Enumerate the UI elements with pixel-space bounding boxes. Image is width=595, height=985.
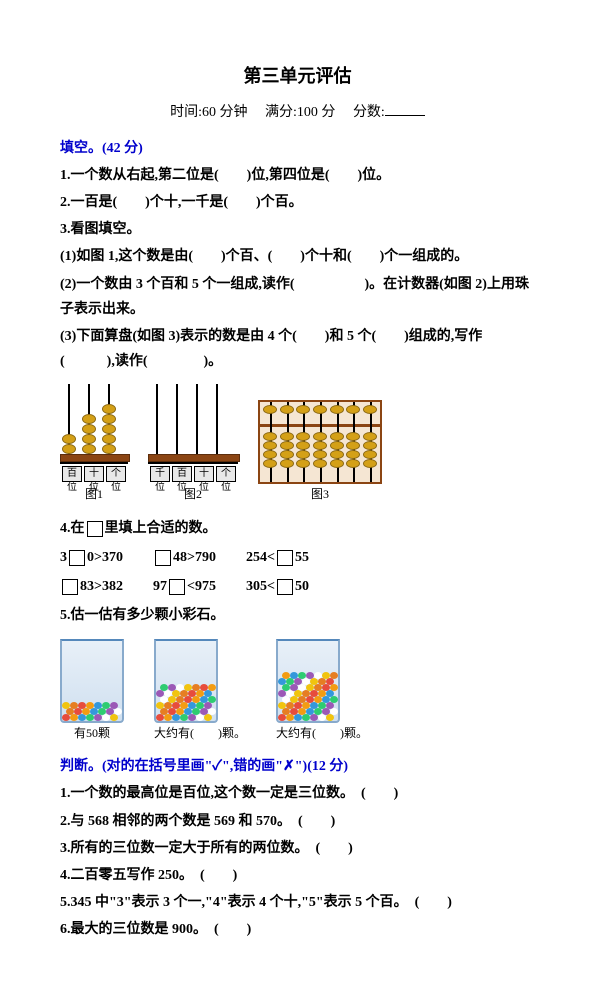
counting-rod bbox=[62, 384, 76, 454]
blank-box[interactable] bbox=[169, 579, 185, 595]
jar3 bbox=[276, 639, 340, 723]
jar1-label: 有50颗 bbox=[60, 723, 124, 745]
jar2 bbox=[154, 639, 218, 723]
section-judge: 判断。(对的在括号里画"✓",错的画"✗")(12 分) bbox=[60, 759, 348, 774]
figures-row: 百位十位个位 图1 千位百位十位个位 图2 图3 bbox=[60, 384, 535, 506]
fig1: 百位十位个位 图1 bbox=[60, 384, 128, 506]
q3a: (1)如图 1,这个数是由( )个百、( )个十和( )个一组成的。 bbox=[60, 244, 535, 269]
j2: 2.与 568 相邻的两个数是 569 和 570。 ( ) bbox=[60, 809, 535, 834]
section-fill: 填空。(42 分) bbox=[60, 141, 143, 156]
place-label: 个位 bbox=[216, 466, 236, 482]
place-label: 千位 bbox=[150, 466, 170, 482]
q2: 2.一百是( )个十,一千是( )个百。 bbox=[60, 190, 535, 215]
meta-line: 时间:60 分钟 满分:100 分 分数: bbox=[60, 100, 535, 125]
fig3-caption: 图3 bbox=[258, 484, 382, 506]
blank-box[interactable] bbox=[155, 550, 171, 566]
blank-box[interactable] bbox=[277, 579, 293, 595]
q1: 1.一个数从右起,第二位是( )位,第四位是( )位。 bbox=[60, 163, 535, 188]
place-label: 十位 bbox=[84, 466, 104, 482]
place-label: 十位 bbox=[194, 466, 214, 482]
jar1 bbox=[60, 639, 124, 723]
score-label: 分数: bbox=[353, 105, 385, 120]
inequality-item: 30>370 bbox=[60, 545, 123, 570]
j6: 6.最大的三位数是 900。 ( ) bbox=[60, 917, 535, 942]
box-icon bbox=[87, 521, 103, 537]
counting-rod bbox=[150, 384, 164, 454]
q3: 3.看图填空。 bbox=[60, 217, 535, 242]
place-label: 百位 bbox=[172, 466, 192, 482]
counting-rod bbox=[210, 384, 224, 454]
q3b: (2)一个数由 3 个百和 5 个一组成,读作( )。在计数器(如图 2)上用珠… bbox=[60, 272, 535, 322]
j3: 3.所有的三位数一定大于所有的两位数。 ( ) bbox=[60, 836, 535, 861]
page-title: 第三单元评估 bbox=[60, 60, 535, 92]
q4-row2: 83>382 97<975 305<50 bbox=[60, 574, 535, 599]
q3c: (3)下面算盘(如图 3)表示的数是由 4 个( )和 5 个( )组成的,写作… bbox=[60, 324, 535, 374]
q4: 4.在里填上合适的数。 bbox=[60, 516, 535, 541]
j5: 5.345 中"3"表示 3 个一,"4"表示 4 个十,"5"表示 5 个百。… bbox=[60, 890, 535, 915]
full-score-label: 满分:100 分 bbox=[265, 105, 335, 120]
blank-box[interactable] bbox=[277, 550, 293, 566]
time-label: 时间:60 分钟 bbox=[170, 105, 247, 120]
jar2-label: 大约有( )颗。 bbox=[154, 723, 246, 745]
fig2: 千位百位十位个位 图2 bbox=[148, 384, 238, 506]
jar3-label: 大约有( )颗。 bbox=[276, 723, 368, 745]
blank-box[interactable] bbox=[62, 579, 78, 595]
j4: 4.二百零五写作 250。 ( ) bbox=[60, 863, 535, 888]
fig3: 图3 bbox=[258, 400, 382, 506]
inequality-item: 254<55 bbox=[246, 545, 309, 570]
inequality-item: 83>382 bbox=[60, 574, 123, 599]
inequality-item: 97<975 bbox=[153, 574, 216, 599]
counting-rod bbox=[82, 384, 96, 454]
place-label: 百位 bbox=[62, 466, 82, 482]
score-blank[interactable] bbox=[385, 101, 425, 116]
place-label: 个位 bbox=[106, 466, 126, 482]
q5: 5.估一估有多少颗小彩石。 bbox=[60, 603, 535, 628]
counting-rod bbox=[190, 384, 204, 454]
inequality-item: 48>790 bbox=[153, 545, 216, 570]
jars-row: 有50颗 大约有( )颗。 大约有( )颗。 bbox=[60, 639, 535, 745]
j1: 1.一个数的最高位是百位,这个数一定是三位数。 ( ) bbox=[60, 781, 535, 806]
counting-rod bbox=[102, 384, 116, 454]
q4-row1: 30>370 48>790 254<55 bbox=[60, 545, 535, 570]
blank-box[interactable] bbox=[69, 550, 85, 566]
inequality-item: 305<50 bbox=[246, 574, 309, 599]
counting-rod bbox=[170, 384, 184, 454]
